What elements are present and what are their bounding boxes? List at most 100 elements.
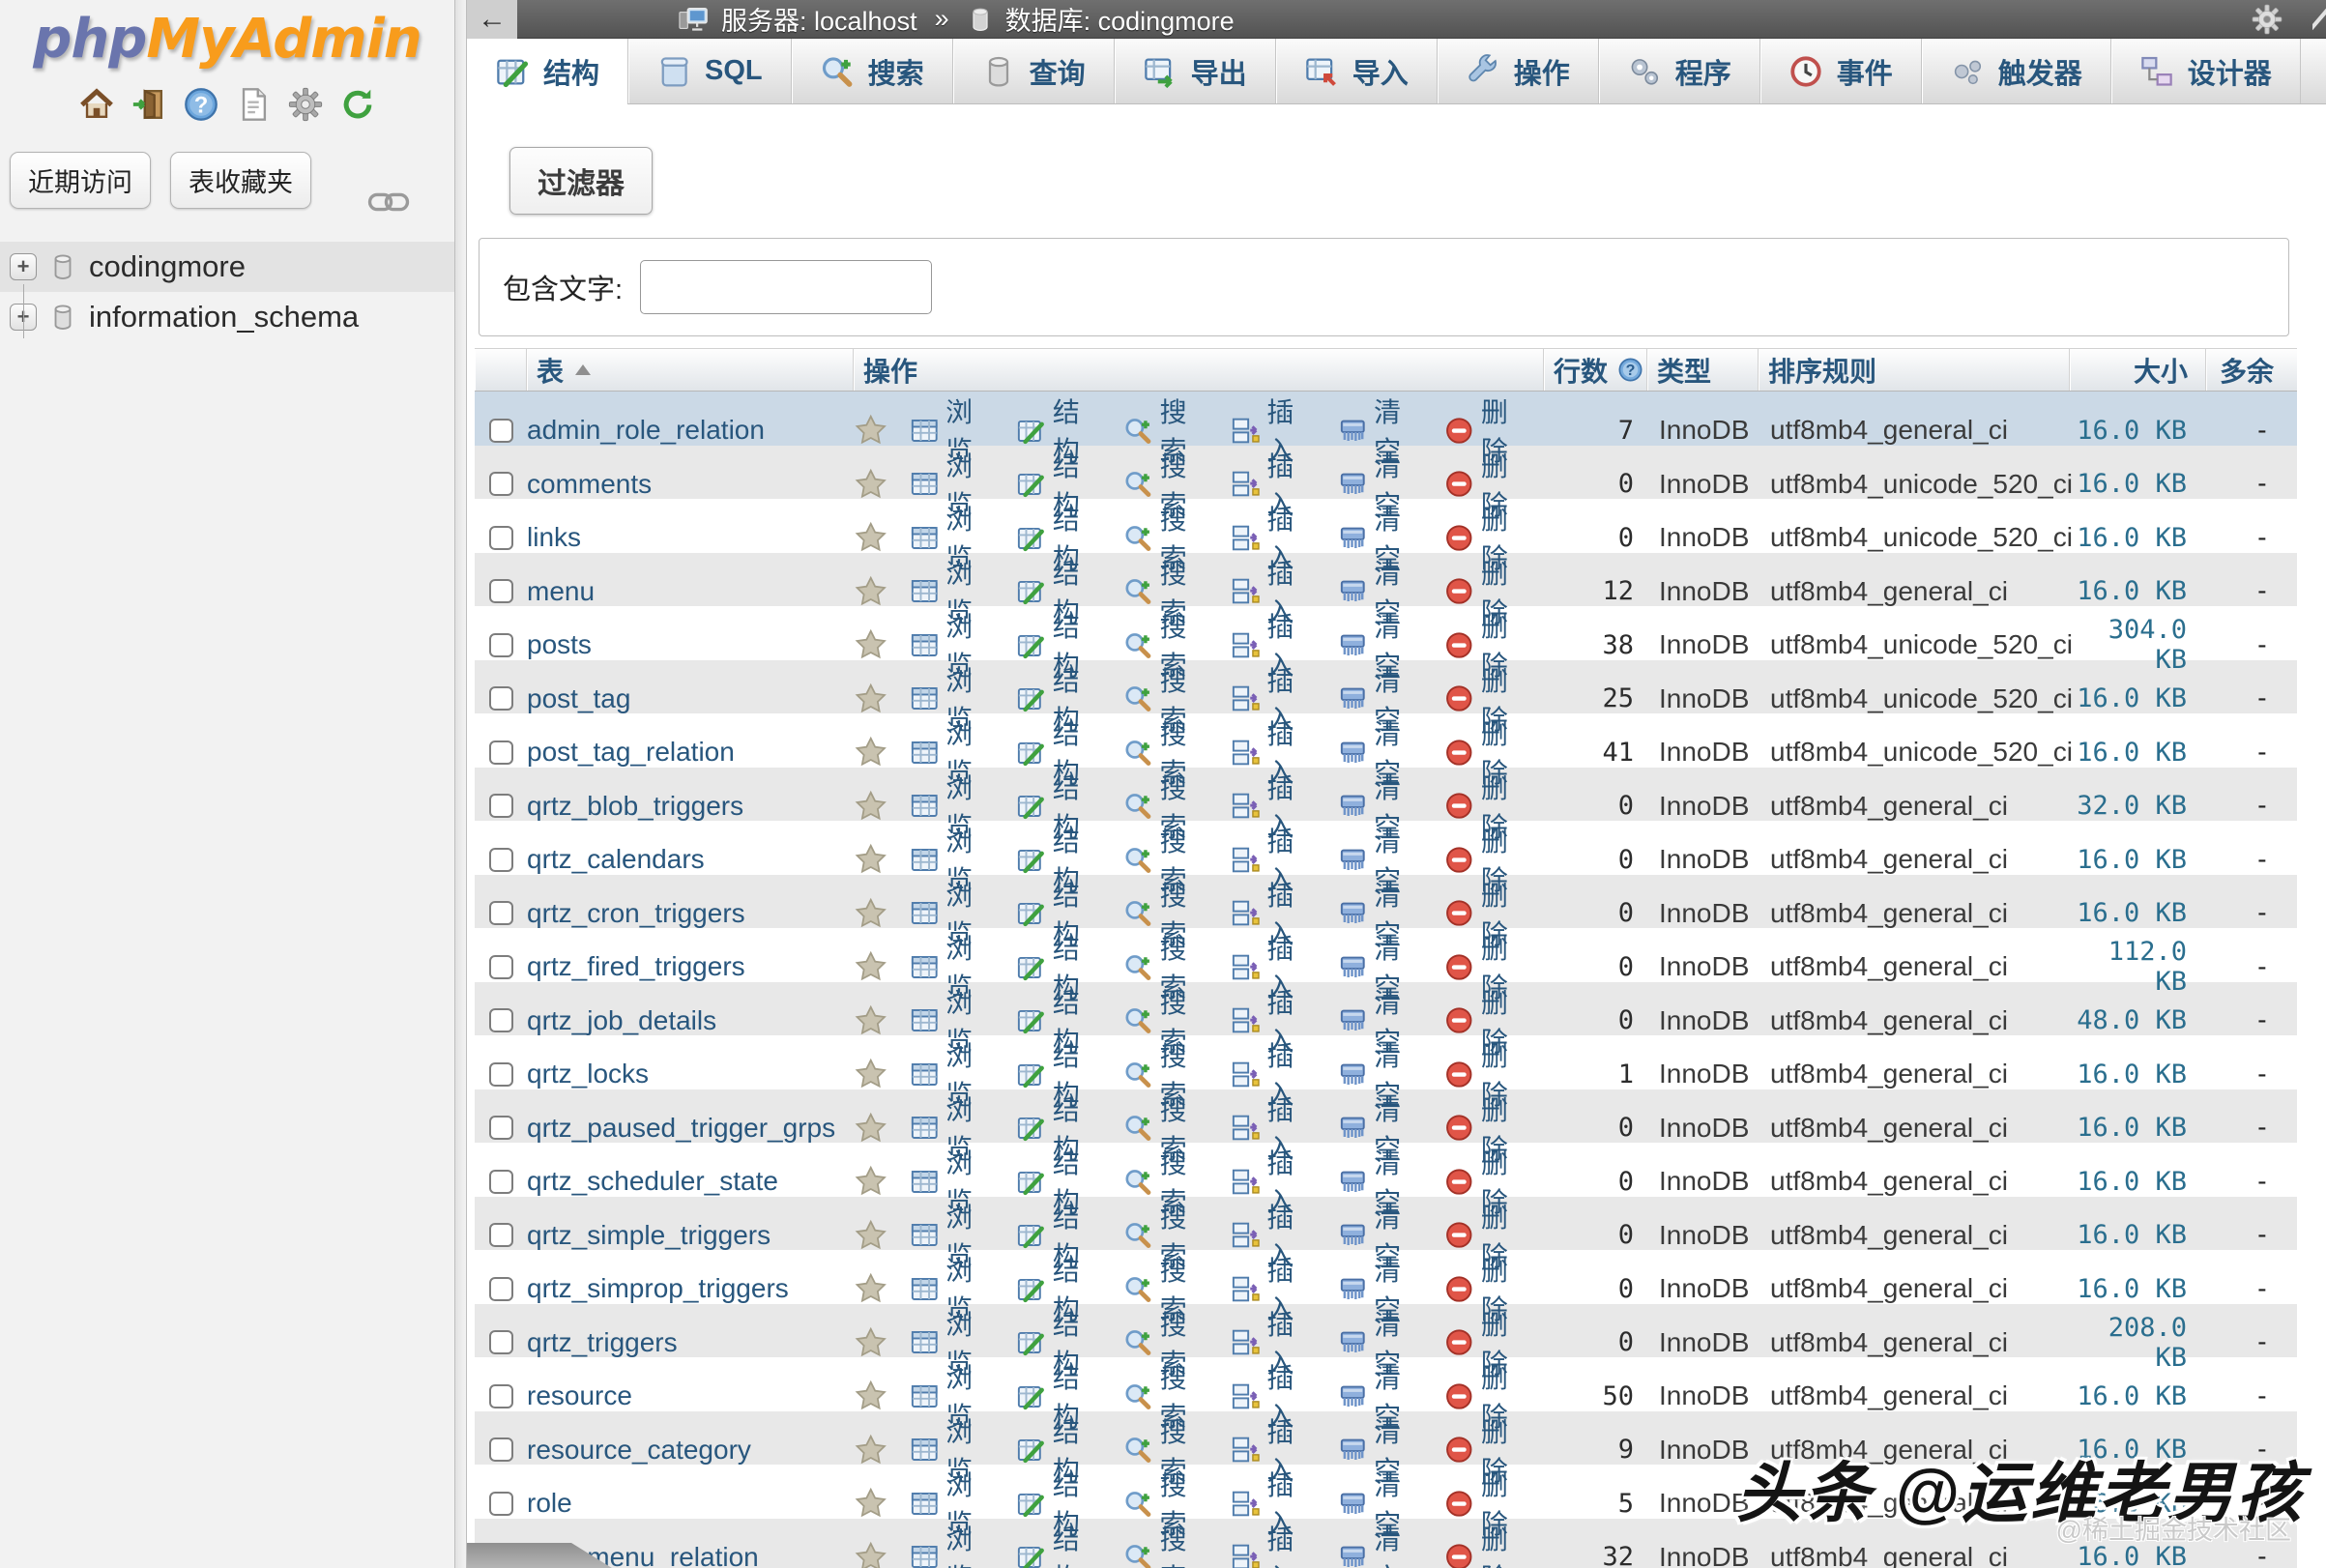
row-checkbox[interactable]	[488, 901, 513, 925]
action-browse[interactable]: 浏览	[910, 660, 1000, 738]
tab-designer[interactable]: 设计器	[2111, 39, 2301, 103]
row-checkbox[interactable]	[488, 632, 513, 657]
action-browse[interactable]: 浏览	[910, 982, 1000, 1060]
header-size[interactable]: 大小	[2070, 349, 2206, 391]
action-browse[interactable]: 浏览	[910, 1357, 1000, 1435]
action-structure[interactable]: 结构	[1016, 553, 1106, 630]
action-structure[interactable]: 结构	[1016, 1411, 1106, 1489]
tab-operations[interactable]: 操作	[1438, 39, 1599, 103]
expand-plus-icon[interactable]: +	[10, 304, 37, 331]
action-drop[interactable]: 删除	[1444, 1411, 1534, 1489]
action-search[interactable]: 搜索	[1123, 1519, 1213, 1568]
action-browse[interactable]: 浏览	[910, 1304, 1000, 1381]
action-structure[interactable]: 结构	[1016, 499, 1106, 576]
favorite-star-icon[interactable]	[854, 467, 888, 502]
action-structure[interactable]: 结构	[1016, 1304, 1106, 1381]
row-checkbox[interactable]	[488, 954, 513, 979]
favorite-star-icon[interactable]	[854, 413, 888, 448]
action-search[interactable]: 搜索	[1123, 1143, 1213, 1220]
action-search[interactable]: 搜索	[1123, 446, 1213, 523]
action-empty[interactable]: 清空	[1338, 499, 1428, 576]
link-panel-icon[interactable]	[367, 189, 410, 215]
action-search[interactable]: 搜索	[1123, 1357, 1213, 1435]
action-drop[interactable]: 删除	[1444, 1197, 1534, 1274]
row-checkbox[interactable]	[488, 847, 513, 872]
action-search[interactable]: 搜索	[1123, 1411, 1213, 1489]
action-browse[interactable]: 浏览	[910, 1197, 1000, 1274]
action-insert[interactable]: 插入	[1231, 875, 1321, 952]
action-search[interactable]: 搜索	[1123, 982, 1213, 1060]
row-checkbox[interactable]	[488, 1223, 513, 1247]
action-browse[interactable]: 浏览	[910, 713, 1000, 791]
table-name-link[interactable]: qrtz_fired_triggers	[527, 951, 745, 981]
action-empty[interactable]: 清空	[1338, 1304, 1428, 1381]
action-empty[interactable]: 清空	[1338, 821, 1428, 898]
table-name-link[interactable]: post_tag	[527, 682, 631, 713]
action-structure[interactable]: 结构	[1016, 875, 1106, 952]
action-search[interactable]: 搜索	[1123, 821, 1213, 898]
row-checkbox[interactable]	[488, 794, 513, 818]
action-search[interactable]: 搜索	[1123, 499, 1213, 576]
table-name-link[interactable]: qrtz_cron_triggers	[527, 897, 745, 928]
action-search[interactable]: 搜索	[1123, 1089, 1213, 1167]
favorite-star-icon[interactable]	[854, 1325, 888, 1360]
action-structure[interactable]: 结构	[1016, 1035, 1106, 1113]
row-checkbox[interactable]	[488, 525, 513, 550]
action-drop[interactable]: 删除	[1444, 928, 1534, 1005]
action-browse[interactable]: 浏览	[910, 821, 1000, 898]
sidebar-scrollbar[interactable]	[454, 0, 467, 1568]
action-browse[interactable]: 浏览	[910, 553, 1000, 630]
action-structure[interactable]: 结构	[1016, 1519, 1106, 1568]
help-badge-icon[interactable]: ?	[1617, 357, 1643, 383]
action-insert[interactable]: 插入	[1231, 982, 1321, 1060]
action-structure[interactable]: 结构	[1016, 446, 1106, 523]
action-search[interactable]: 搜索	[1123, 392, 1213, 469]
action-insert[interactable]: 插入	[1231, 606, 1321, 683]
tab-structure[interactable]: 结构	[467, 39, 629, 104]
action-search[interactable]: 搜索	[1123, 875, 1213, 952]
table-name-link[interactable]: qrtz_triggers	[527, 1326, 678, 1357]
action-structure[interactable]: 结构	[1016, 768, 1106, 845]
action-insert[interactable]: 插入	[1231, 660, 1321, 738]
action-drop[interactable]: 删除	[1444, 392, 1534, 469]
action-search[interactable]: 搜索	[1123, 1304, 1213, 1381]
action-search[interactable]: 搜索	[1123, 553, 1213, 630]
action-insert[interactable]: 插入	[1231, 1089, 1321, 1167]
table-name-link[interactable]: resource_category	[527, 1434, 751, 1465]
table-name-link[interactable]: qrtz_blob_triggers	[527, 790, 744, 821]
action-empty[interactable]: 清空	[1338, 553, 1428, 630]
favorite-star-icon[interactable]	[854, 520, 888, 555]
action-browse[interactable]: 浏览	[910, 875, 1000, 952]
action-empty[interactable]: 清空	[1338, 392, 1428, 469]
action-empty[interactable]: 清空	[1338, 1143, 1428, 1220]
action-insert[interactable]: 插入	[1231, 928, 1321, 1005]
action-drop[interactable]: 删除	[1444, 1357, 1534, 1435]
header-collation[interactable]: 排序规则	[1759, 349, 2070, 391]
action-structure[interactable]: 结构	[1016, 606, 1106, 683]
filter-input[interactable]	[640, 260, 933, 314]
action-structure[interactable]: 结构	[1016, 713, 1106, 791]
toolbar-help-icon[interactable]: ?	[183, 86, 219, 123]
row-checkbox[interactable]	[488, 1383, 513, 1408]
tab-sql[interactable]: SQL	[628, 39, 792, 103]
toolbar-docs-icon[interactable]	[235, 86, 272, 123]
header-type[interactable]: 类型	[1647, 349, 1759, 391]
table-name-link[interactable]: resource	[527, 1380, 632, 1410]
tab-search[interactable]: 搜索	[792, 39, 953, 103]
table-name-link[interactable]: qrtz_simprop_triggers	[527, 1273, 789, 1303]
action-drop[interactable]: 删除	[1444, 875, 1534, 952]
table-name-link[interactable]: admin_role_relation	[527, 415, 765, 445]
action-insert[interactable]: 插入	[1231, 392, 1321, 469]
action-drop[interactable]: 删除	[1444, 1465, 1534, 1542]
action-search[interactable]: 搜索	[1123, 768, 1213, 845]
table-name-link[interactable]: qrtz_job_details	[527, 1004, 717, 1035]
action-browse[interactable]: 浏览	[910, 606, 1000, 683]
action-drop[interactable]: 删除	[1444, 1519, 1534, 1568]
action-drop[interactable]: 删除	[1444, 982, 1534, 1060]
action-empty[interactable]: 清空	[1338, 1519, 1428, 1568]
tab-triggers[interactable]: 触发器	[1922, 39, 2111, 103]
action-browse[interactable]: 浏览	[910, 928, 1000, 1005]
action-drop[interactable]: 删除	[1444, 1143, 1534, 1220]
toolbar-settings-icon[interactable]	[287, 86, 324, 123]
row-checkbox[interactable]	[488, 1437, 513, 1462]
